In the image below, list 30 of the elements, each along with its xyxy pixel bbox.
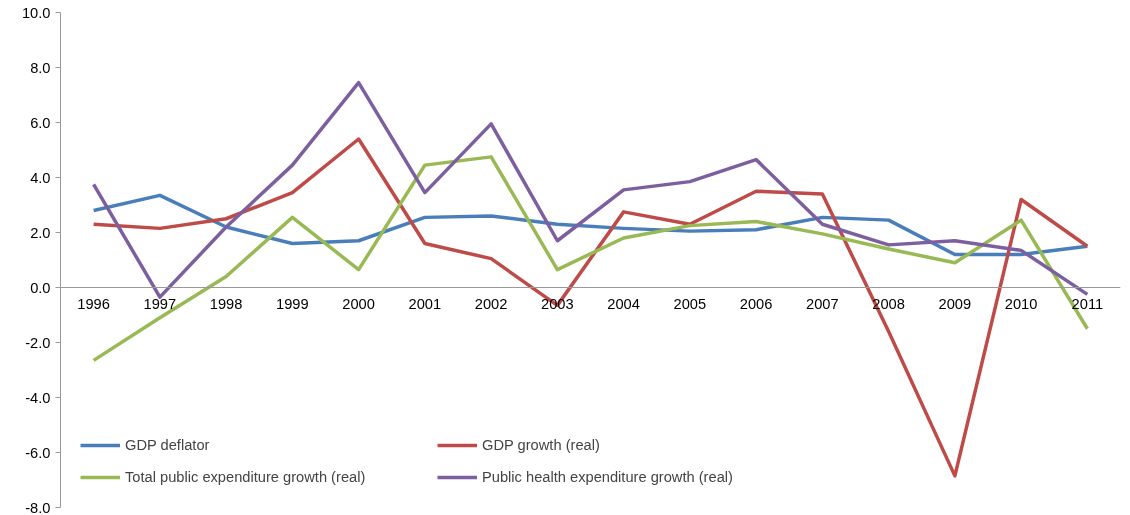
x-tick-label: 2007 bbox=[806, 295, 839, 312]
x-tick-label: 2006 bbox=[739, 295, 773, 312]
x-tick-label: 1998 bbox=[209, 295, 243, 312]
y-tick-label: 6.0 bbox=[30, 114, 51, 131]
line-series bbox=[91, 80, 1090, 299]
y-tick-label: -4.0 bbox=[25, 389, 51, 406]
x-tick-label: 1997 bbox=[143, 295, 177, 312]
x-tick-label: 2001 bbox=[408, 295, 442, 312]
x-tick-label: 1999 bbox=[276, 295, 309, 312]
y-tick-label: 2.0 bbox=[30, 224, 51, 241]
y-tick-label: 0.0 bbox=[30, 279, 51, 296]
x-tick-label: 2010 bbox=[1004, 295, 1038, 312]
legend-label: Public health expenditure growth (real) bbox=[482, 469, 734, 485]
x-tick-label: 2002 bbox=[474, 295, 508, 312]
x-tick-label: 2005 bbox=[673, 295, 707, 312]
x-tick-label: 2000 bbox=[342, 295, 375, 312]
y-tick-label: -8.0 bbox=[25, 499, 51, 515]
y-tick-label: 4.0 bbox=[30, 169, 51, 186]
x-tick-label: 1996 bbox=[77, 295, 110, 312]
legend-label: Total public expenditure growth (real) bbox=[125, 469, 367, 485]
y-tick-label: 8.0 bbox=[30, 59, 51, 76]
x-tick-label: 2004 bbox=[607, 295, 640, 312]
legend-label: GDP deflator bbox=[125, 437, 211, 453]
x-tick-label: 2003 bbox=[541, 295, 574, 312]
legend-label: GDP growth (real) bbox=[482, 437, 601, 453]
x-tick-label: 2009 bbox=[938, 295, 972, 312]
y-tick-label: -2.0 bbox=[25, 334, 51, 351]
x-tick-label: 2011 bbox=[1071, 295, 1104, 312]
y-tick-label: -6.0 bbox=[25, 444, 51, 461]
y-tick-label: 10.0 bbox=[21, 4, 51, 21]
